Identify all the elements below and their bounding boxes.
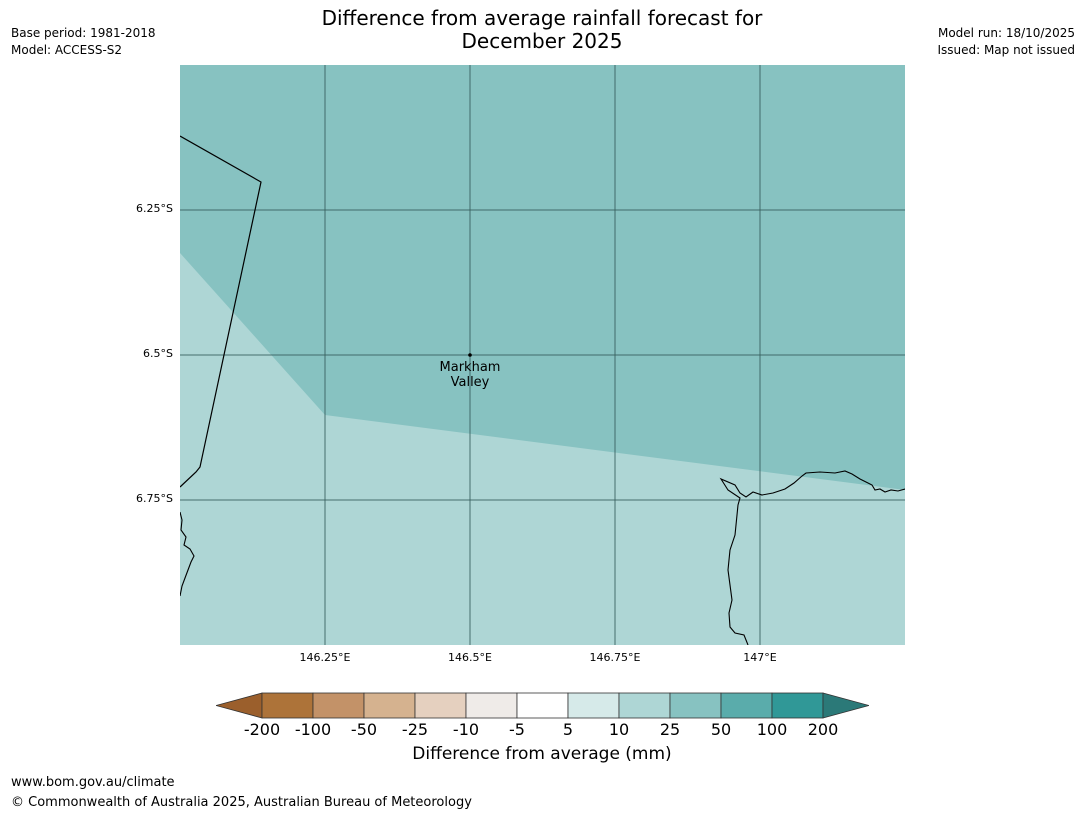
footer-copyright: © Commonwealth of Australia 2025, Austra… [11, 795, 472, 810]
colorbar-title: Difference from average (mm) [412, 744, 672, 764]
place-name-line-2: Valley [450, 375, 490, 390]
colorbar-segment [312, 692, 365, 719]
region-25-to-50 [180, 65, 905, 490]
lon-label-146-5: 146.5°E [448, 651, 492, 664]
markham-valley-marker [468, 353, 472, 357]
colorbar-segment [567, 692, 620, 719]
rainfall-map [180, 65, 905, 645]
colorbar [216, 692, 869, 719]
colorbar-tick: 10 [608, 720, 630, 739]
colorbar-tick: 100 [756, 720, 788, 739]
colorbar-arrow-high [822, 692, 869, 719]
colorbar-tick: -5 [509, 720, 525, 739]
colorbar-segment [516, 692, 569, 719]
lat-label-6-75: 6.75°S [136, 492, 173, 505]
colorbar-tick: 50 [710, 720, 732, 739]
footer-url[interactable]: www.bom.gov.au/climate [11, 775, 175, 790]
lon-label-146-75: 146.75°E [589, 651, 641, 664]
place-name-line-1: Markham [439, 360, 501, 375]
colorbar-tick: -200 [243, 720, 281, 739]
colorbar-segment [363, 692, 416, 719]
title-line-2: December 2025 [461, 29, 623, 53]
lat-label-6-25: 6.25°S [136, 202, 173, 215]
colorbar-tick: 25 [659, 720, 681, 739]
colorbar-segment [465, 692, 518, 719]
colorbar-tick: -10 [452, 720, 480, 739]
colorbar-segment [414, 692, 467, 719]
colorbar-segment [618, 692, 671, 719]
colorbar-arrow-low [216, 692, 263, 719]
colorbar-tick: -25 [401, 720, 429, 739]
lat-label-6-5: 6.5°S [143, 347, 173, 360]
model-text: Model: ACCESS-S2 [11, 43, 123, 57]
west-coastline [180, 511, 195, 597]
colorbar-tick: -50 [350, 720, 378, 739]
colorbar-segment [720, 692, 773, 719]
issued-text: Issued: Map not issued [937, 43, 1075, 57]
lon-label-146-25: 146.25°E [299, 651, 351, 664]
colorbar-segment [771, 692, 824, 719]
colorbar-tick: 200 [807, 720, 839, 739]
metadata-left: Base period: 1981-2018 Model: ACCESS-S2 [11, 25, 156, 59]
east-coastline [719, 470, 905, 645]
colorbar-segment [669, 692, 722, 719]
lon-label-147: 147°E [743, 651, 777, 664]
colorbar-segment [261, 692, 314, 719]
colorbar-tick: -100 [294, 720, 332, 739]
model-run-text: Model run: 18/10/2025 [937, 26, 1075, 40]
map-title: Difference from average rainfall forecas… [242, 7, 842, 53]
title-line-1: Difference from average rainfall forecas… [321, 6, 763, 30]
boundary-line [180, 135, 262, 488]
colorbar-tick: 5 [562, 720, 574, 739]
metadata-right: Model run: 18/10/2025 Issued: Map not is… [937, 25, 1075, 59]
place-label-markham-valley: Markham Valley [420, 360, 520, 390]
base-period-text: Base period: 1981-2018 [11, 26, 156, 40]
